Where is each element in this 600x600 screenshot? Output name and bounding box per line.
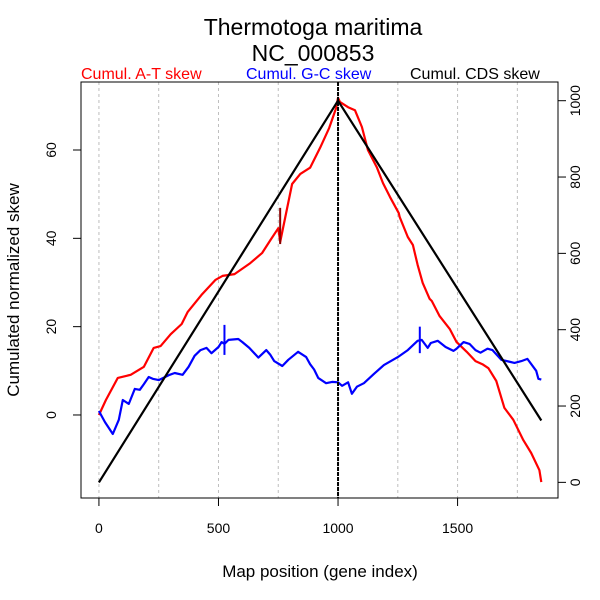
x-tick-label: 1000 xyxy=(322,520,353,536)
series-line-cds-skew xyxy=(97,99,543,483)
legend-gc-skew: Cumul. G-C skew xyxy=(246,66,372,83)
series-line-at-skew xyxy=(97,96,543,483)
series-line-gc-skew xyxy=(97,337,542,436)
y2-tick-label: 0 xyxy=(567,478,583,486)
x-axis-label: Map position (gene index) xyxy=(222,562,418,581)
plot-frame xyxy=(80,81,559,499)
y2-tick-label: 200 xyxy=(567,394,583,418)
x-tick-label: 0 xyxy=(95,520,103,536)
series-layer xyxy=(97,82,543,498)
y-axis-label: Cumulated normalized skew xyxy=(4,183,23,397)
legend-cds-skew: Cumul. CDS skew xyxy=(410,66,540,83)
y-tick-label: 60 xyxy=(43,142,59,158)
y-tick-label: 20 xyxy=(43,319,59,335)
x-tick-label: 1500 xyxy=(442,520,473,536)
chart-title: Thermotoga maritima xyxy=(204,14,423,40)
x-axis: 0 500 1000 1500 xyxy=(95,497,473,536)
grid-lines xyxy=(98,82,518,498)
y-axis-left: 0 20 40 60 xyxy=(43,142,81,419)
chart-subtitle: NC_000853 xyxy=(252,40,375,66)
y-tick-label: 40 xyxy=(43,230,59,246)
y2-tick-label: 400 xyxy=(567,318,583,342)
y-tick-label: 0 xyxy=(43,411,59,419)
y2-tick-label: 1000 xyxy=(567,85,583,116)
x-tick-label: 500 xyxy=(207,520,231,536)
y-axis-right: 0 200 400 600 800 1000 xyxy=(558,85,583,486)
legend-at-skew: Cumul. A-T skew xyxy=(81,66,202,83)
y2-tick-label: 800 xyxy=(567,165,583,189)
y2-tick-label: 600 xyxy=(567,241,583,265)
